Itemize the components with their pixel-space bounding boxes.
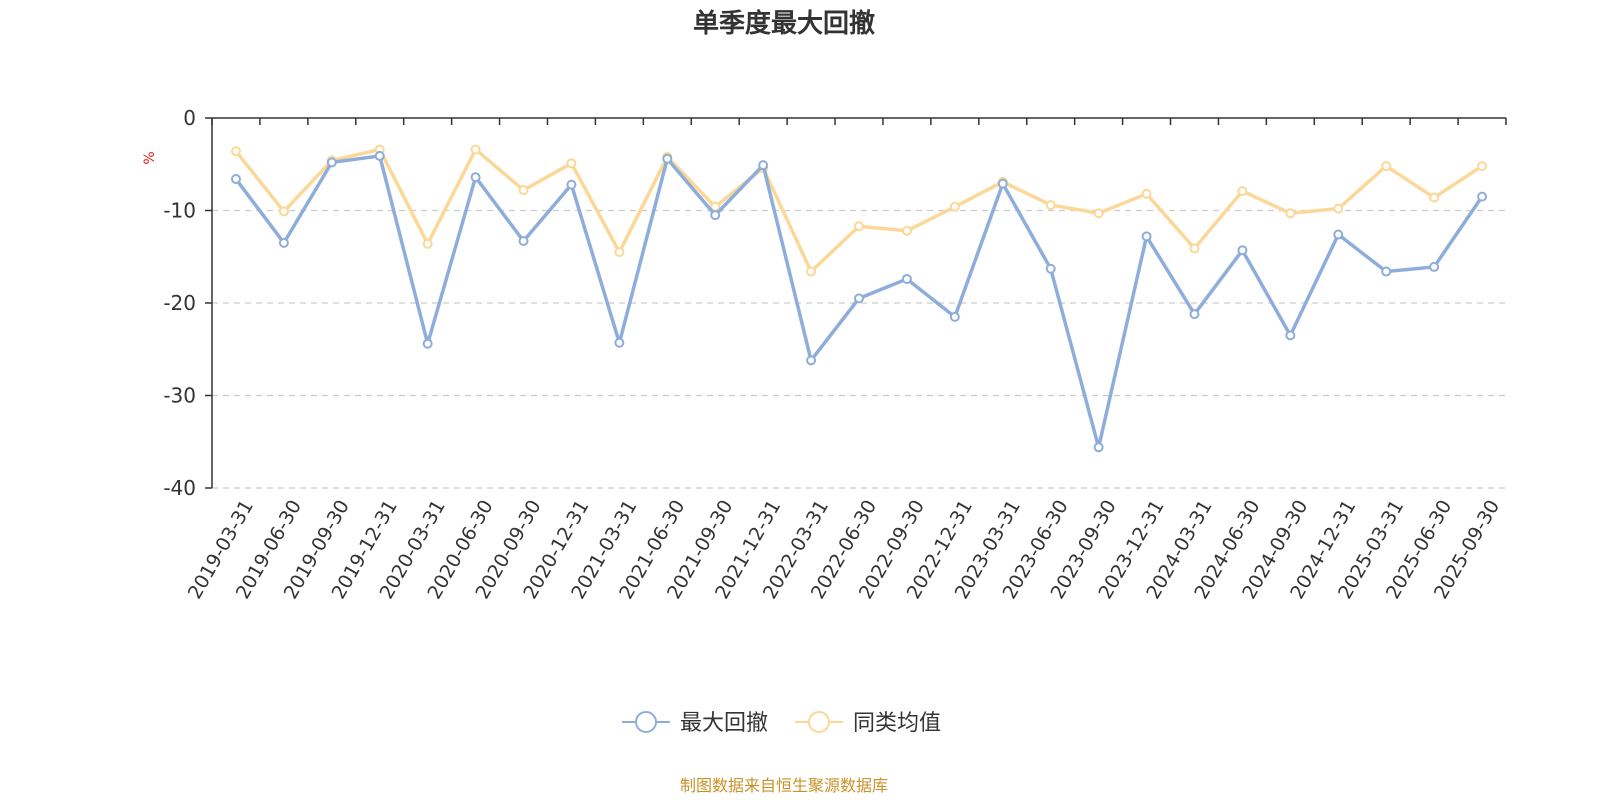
data-point[interactable] bbox=[1045, 199, 1056, 210]
chart-title: 单季度最大回撤 bbox=[693, 8, 875, 39]
data-point[interactable] bbox=[1141, 231, 1152, 242]
data-point[interactable] bbox=[326, 157, 337, 168]
data-point[interactable] bbox=[422, 338, 433, 349]
series-layer bbox=[230, 144, 1488, 453]
data-point[interactable] bbox=[901, 225, 912, 236]
data-point[interactable] bbox=[949, 311, 960, 322]
data-point[interactable] bbox=[614, 337, 625, 348]
data-point[interactable] bbox=[710, 210, 721, 221]
data-point[interactable] bbox=[470, 172, 481, 183]
data-point[interactable] bbox=[758, 160, 769, 171]
y-tick-label: -30 bbox=[163, 384, 196, 408]
data-point[interactable] bbox=[1285, 330, 1296, 341]
data-point[interactable] bbox=[1429, 261, 1440, 272]
legend[interactable]: 最大回撤 同类均值 bbox=[622, 711, 941, 736]
data-point[interactable] bbox=[1093, 208, 1104, 219]
data-point[interactable] bbox=[470, 144, 481, 155]
data-point[interactable] bbox=[566, 179, 577, 190]
data-point[interactable] bbox=[662, 153, 673, 164]
legend-label: 最大回撤 bbox=[680, 711, 768, 736]
data-point[interactable] bbox=[901, 273, 912, 284]
data-point[interactable] bbox=[806, 266, 817, 277]
data-point[interactable] bbox=[854, 221, 864, 232]
data-point[interactable] bbox=[1093, 442, 1104, 453]
legend-item[interactable]: 最大回撤 bbox=[622, 711, 768, 736]
data-point[interactable] bbox=[1285, 208, 1296, 219]
data-point[interactable] bbox=[1141, 188, 1152, 199]
y-tick-label: -10 bbox=[163, 199, 196, 223]
data-point[interactable] bbox=[1189, 309, 1200, 320]
data-point[interactable] bbox=[278, 237, 289, 248]
y-tick-label: -40 bbox=[163, 476, 196, 500]
data-point[interactable] bbox=[614, 247, 625, 258]
data-point[interactable] bbox=[1381, 266, 1392, 277]
data-point[interactable] bbox=[1477, 191, 1488, 202]
data-point[interactable] bbox=[230, 174, 241, 185]
data-point[interactable] bbox=[1477, 161, 1488, 172]
series-最大回撤 bbox=[230, 150, 1488, 453]
series-同类均值 bbox=[230, 144, 1488, 277]
data-point[interactable] bbox=[1429, 192, 1440, 203]
data-point[interactable] bbox=[1237, 245, 1248, 256]
data-point[interactable] bbox=[230, 146, 241, 157]
data-point[interactable] bbox=[1333, 203, 1344, 214]
data-point[interactable] bbox=[854, 293, 864, 304]
data-point[interactable] bbox=[374, 150, 385, 161]
data-point[interactable] bbox=[1237, 186, 1248, 197]
y-tick-label: 0 bbox=[183, 106, 196, 130]
data-point[interactable] bbox=[518, 185, 529, 196]
y-tick-label: -20 bbox=[163, 291, 196, 315]
data-point[interactable] bbox=[278, 206, 289, 217]
legend-item[interactable]: 同类均值 bbox=[795, 711, 941, 736]
data-point[interactable] bbox=[997, 178, 1008, 189]
data-point[interactable] bbox=[949, 201, 960, 212]
legend-label: 同类均值 bbox=[853, 711, 941, 736]
legend-marker-icon bbox=[808, 711, 830, 733]
data-point[interactable] bbox=[1045, 263, 1056, 274]
data-point[interactable] bbox=[1333, 229, 1344, 240]
data-point[interactable] bbox=[518, 236, 529, 247]
axes: 0-10-20-30-402019-03-312019-06-302019-09… bbox=[163, 106, 1507, 603]
legend-marker-icon bbox=[635, 711, 657, 733]
data-point[interactable] bbox=[806, 355, 817, 366]
data-point[interactable] bbox=[566, 158, 577, 169]
source-note: 制图数据来自恒生聚源数据库 bbox=[680, 776, 888, 795]
data-point[interactable] bbox=[422, 238, 433, 249]
data-point[interactable] bbox=[1189, 243, 1200, 254]
y-axis-unit-label: % bbox=[142, 151, 158, 164]
data-point[interactable] bbox=[1381, 161, 1392, 172]
